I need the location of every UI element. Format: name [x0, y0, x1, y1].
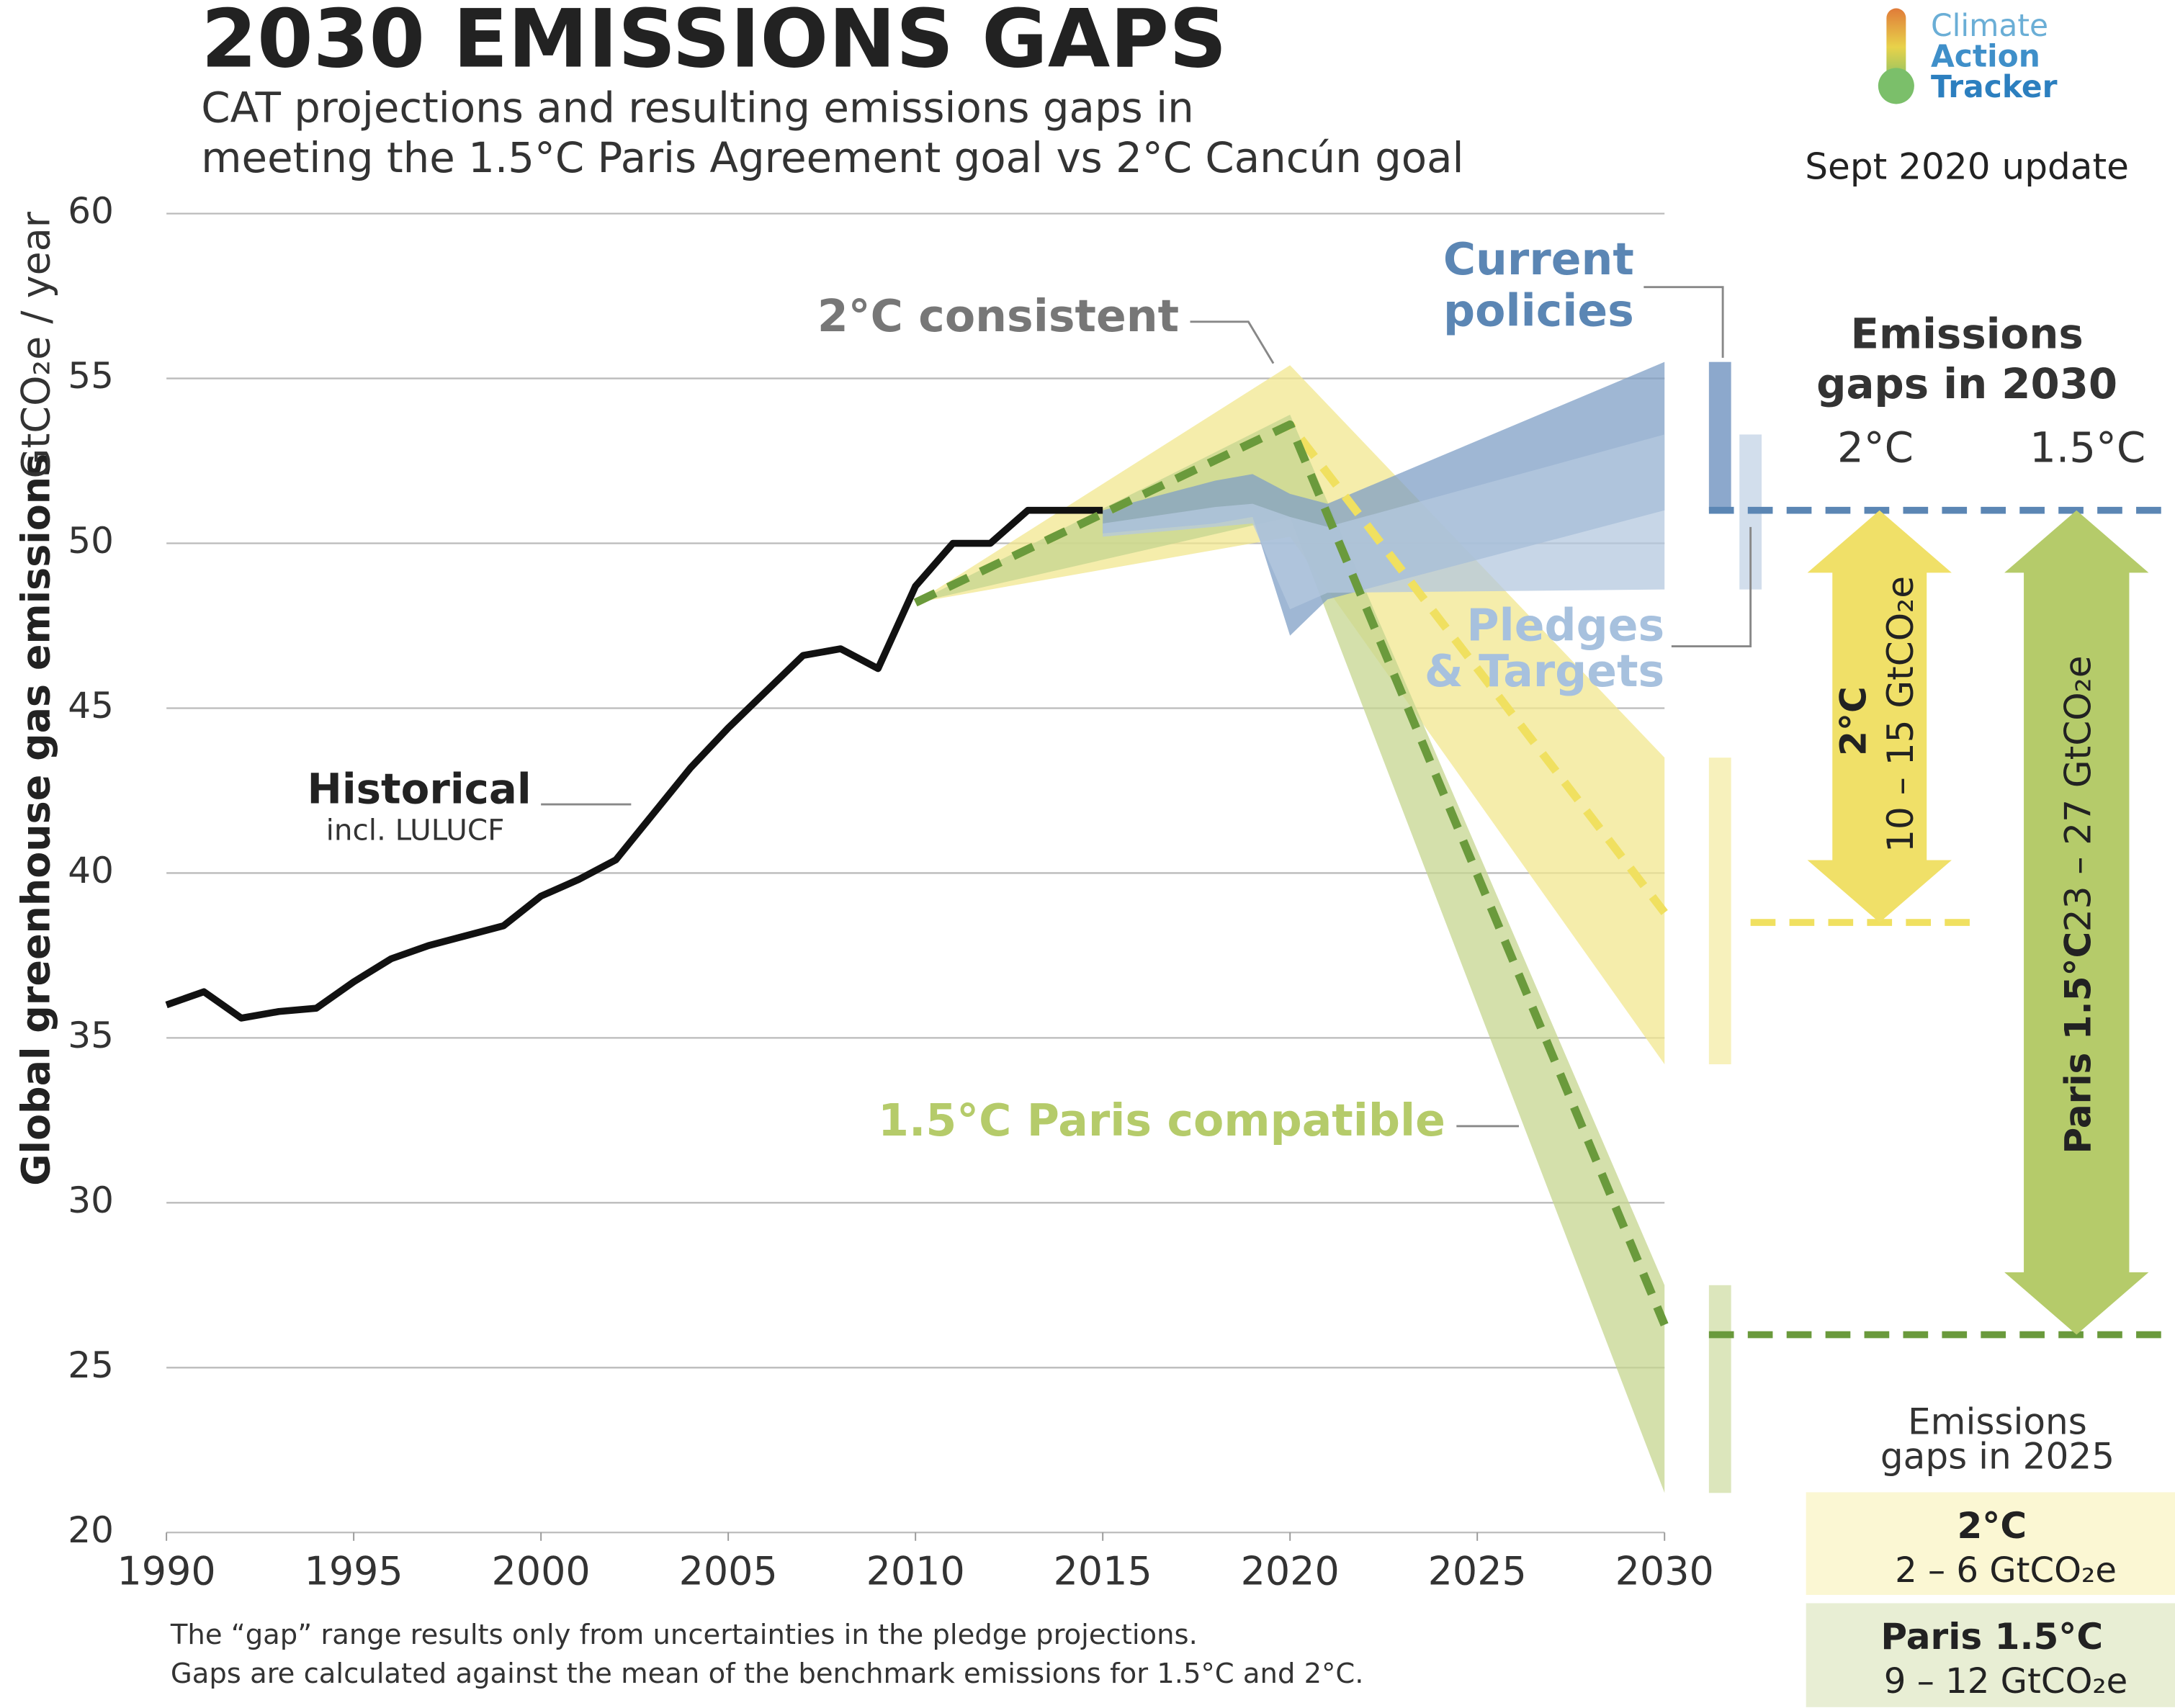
series-line [913, 420, 1669, 1326]
x-tick-label: 2015 [1054, 1549, 1152, 1594]
logo-icon [1878, 68, 1914, 104]
series-label: Historical [308, 764, 532, 813]
series-line [165, 506, 1103, 1022]
connector [1190, 320, 1275, 364]
x-tick-label: 1990 [117, 1549, 216, 1594]
gaps-title: Emissions [1850, 310, 2083, 359]
gaps-column: 1.5°C [2030, 423, 2145, 472]
chart-title: 2030 EMISSIONS GAPS [201, 0, 1226, 86]
x-tick-label: 2005 [679, 1549, 778, 1594]
range-bar [1708, 361, 1731, 511]
x-tick-label: 2020 [1241, 1549, 1340, 1594]
gap-arrow [2004, 510, 2149, 1335]
gap-box [1806, 1603, 2175, 1707]
subtitle: meeting the 1.5°C Paris Agreement goal v… [201, 133, 1463, 182]
x-tick-label: 2000 [492, 1549, 591, 1594]
band-label: policies [1443, 284, 1634, 336]
gap-box-range: 2 – 6 GtCO₂e [1895, 1550, 2117, 1591]
band-label: 1.5°C Paris compatible [878, 1095, 1445, 1146]
series-note: incl. LULUCF [326, 813, 505, 848]
x-tick-label: 2030 [1615, 1549, 1714, 1594]
connector [1671, 526, 1752, 647]
band-label: & Targets [1425, 645, 1664, 697]
gap-label: Paris 1.5°C [2058, 932, 2099, 1154]
y-tick-label: 35 [68, 1015, 114, 1056]
update-note: Sept 2020 update [1805, 145, 2129, 187]
y-axis-title: Global greenhouse gas emissions [14, 454, 59, 1186]
band-area [1103, 434, 1665, 610]
y-tick-label: 25 [68, 1344, 114, 1386]
gaps-title: gaps in 2030 [1816, 359, 2117, 408]
x-tick-label: 1995 [305, 1549, 403, 1594]
gap-label: 2°C [1833, 686, 1875, 756]
y-axis-unit: GtCO₂e / year [14, 211, 59, 478]
y-tick-label: 55 [68, 355, 114, 397]
band-label: Pledges [1466, 600, 1664, 652]
logo-text: Tracker [1931, 69, 2058, 104]
gap-arrow [1807, 510, 1952, 923]
gap-range: 10 – 15 GtCO₂e [1880, 576, 1921, 853]
gaps-2025-title: Emissions [1908, 1401, 2087, 1443]
band-label: Current [1443, 233, 1634, 285]
y-tick-label: 50 [68, 520, 114, 562]
logo-text: Action [1931, 38, 2040, 73]
gap-box-range: 9 – 12 GtCO₂e [1884, 1661, 2127, 1702]
gap-box [1806, 1492, 2175, 1595]
band-area [915, 414, 1665, 1493]
y-tick-label: 30 [68, 1179, 114, 1221]
x-tick-label: 2025 [1428, 1549, 1527, 1594]
footnote: The “gap” range results only from uncert… [170, 1619, 1198, 1651]
x-tick-label: 2010 [866, 1549, 965, 1594]
subtitle: CAT projections and resulting emissions … [201, 84, 1193, 132]
band-area [1103, 361, 1665, 636]
y-tick-label: 60 [68, 190, 114, 232]
range-bar [1708, 1285, 1731, 1493]
logo-icon [1886, 8, 1906, 86]
range-bar [1708, 758, 1731, 1065]
gap-range: 23 – 27 GtCO₂e [2058, 655, 2099, 932]
gap-box-label: Paris 1.5°C [1880, 1616, 2103, 1658]
footnote: Gaps are calculated against the mean of … [171, 1658, 1364, 1690]
y-tick-label: 40 [68, 850, 114, 891]
gaps-2025-title: gaps in 2025 [1880, 1436, 2115, 1478]
band-label: 2°C consistent [817, 290, 1179, 342]
y-tick-label: 20 [68, 1509, 114, 1551]
gaps-column: 2°C [1837, 423, 1914, 472]
gap-box-label: 2°C [1957, 1505, 2027, 1547]
logo-text: Climate [1931, 8, 2048, 43]
connector [1643, 286, 1724, 358]
y-tick-label: 45 [68, 685, 114, 727]
